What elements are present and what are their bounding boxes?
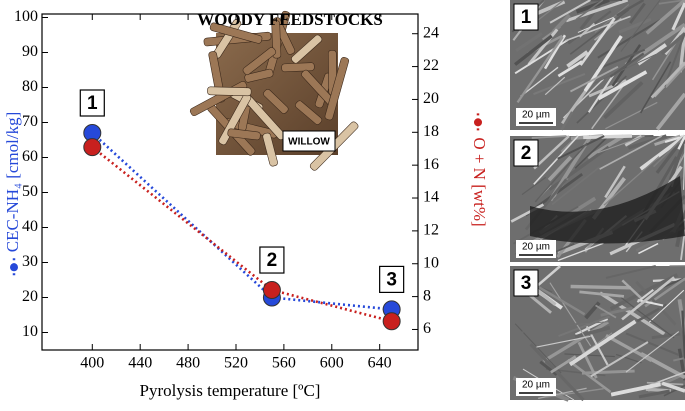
sem-label: 2 [521, 143, 532, 164]
annotation: 2 [267, 250, 278, 271]
y-tick-label: 100 [14, 8, 38, 25]
y-tick-label: 70 [22, 113, 38, 130]
sem-panel: 3 20 µm [510, 266, 685, 400]
sem-label: 1 [521, 7, 532, 28]
y-tick-label: 50 [22, 183, 38, 200]
x-axis-label: Pyrolysis temperature [ºC] [140, 381, 321, 400]
y2-tick-label: 22 [423, 57, 439, 74]
y2-tick-label: 20 [423, 90, 439, 107]
x-tick-label: 600 [320, 355, 344, 372]
sem-panel: 1 20 µm [510, 0, 685, 130]
y-tick-label: 30 [22, 253, 38, 270]
x-tick-label: 400 [80, 355, 104, 372]
x-tick-label: 520 [224, 355, 248, 372]
sem-scale-label: 20 µm [522, 110, 550, 121]
y-tick-label: 90 [22, 43, 38, 60]
y2-tick-label: 18 [423, 123, 439, 140]
x-tick-label: 480 [176, 355, 200, 372]
y2-axis-label: O + N [wt%] [470, 137, 489, 226]
y2-tick-label: 24 [423, 24, 439, 41]
x-tick-label: 640 [368, 355, 392, 372]
sem-fiber [583, 136, 632, 137]
data-point [263, 282, 280, 299]
y2-tick-label: 14 [423, 189, 439, 206]
y-tick-label: 60 [22, 148, 38, 165]
data-point [84, 139, 101, 156]
y2-tick-label: 10 [423, 254, 439, 271]
sem-scale-label: 20 µm [522, 242, 550, 253]
y2-tick-label: 6 [423, 320, 431, 337]
y2-tick-label: 8 [423, 287, 431, 304]
x-tick-label: 560 [272, 355, 296, 372]
y-tick-label: 10 [22, 323, 38, 340]
y-axis-label: CEC-NH₄ [cmol/kg] [3, 112, 22, 253]
sem-panel: 2 20 µm [510, 136, 685, 262]
series-line [92, 133, 391, 309]
annotation: 3 [386, 269, 397, 290]
sem-scale-label: 20 µm [522, 380, 550, 391]
stick [281, 63, 314, 72]
annotation: 1 [87, 93, 98, 114]
sem-label: 3 [521, 273, 532, 294]
legend-marker [474, 118, 482, 126]
y-tick-label: 40 [22, 218, 38, 235]
y2-tick-label: 16 [423, 156, 439, 173]
legend-marker [10, 263, 18, 271]
y-tick-label: 20 [22, 288, 38, 305]
inset-label: WILLOW [288, 137, 330, 148]
y-tick-label: 80 [22, 78, 38, 95]
y2-tick-label: 12 [423, 222, 439, 239]
data-point [383, 313, 400, 330]
sem-fiber [571, 287, 631, 288]
stick [207, 87, 251, 96]
x-tick-label: 440 [128, 355, 152, 372]
chart-title: WOODY FEEDSTOCKS [197, 10, 383, 29]
